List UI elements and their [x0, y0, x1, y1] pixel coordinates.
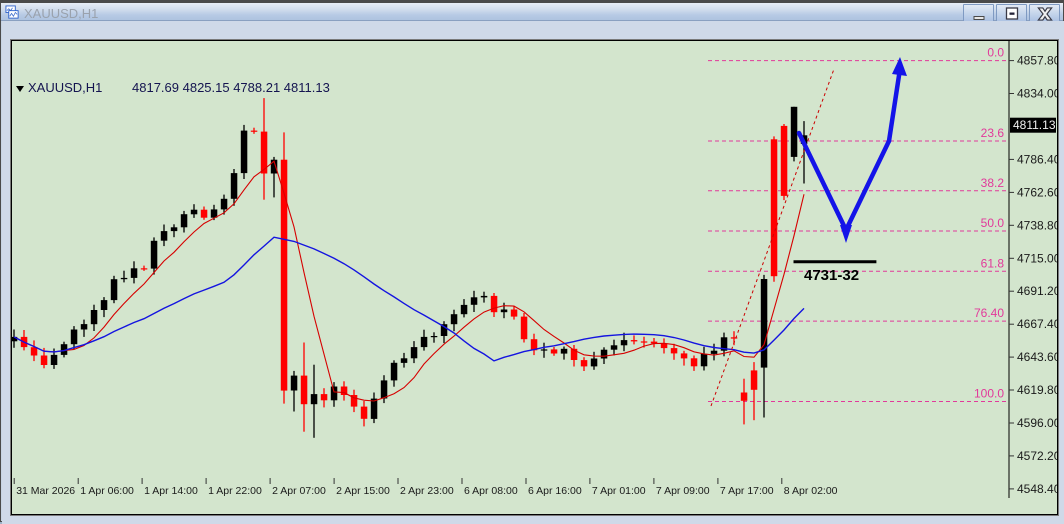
svg-text:38.2: 38.2	[981, 176, 1005, 190]
svg-text:7 Apr 09:00: 7 Apr 09:00	[656, 485, 710, 497]
svg-text:7 Apr 17:00: 7 Apr 17:00	[720, 485, 774, 497]
svg-text:2 Apr 07:00: 2 Apr 07:00	[272, 485, 326, 497]
svg-text:4817.69 4825.15 4788.21 4811.1: 4817.69 4825.15 4788.21 4811.13	[132, 80, 330, 95]
svg-text:4643.60: 4643.60	[1017, 350, 1058, 364]
svg-text:1 Apr 06:00: 1 Apr 06:00	[80, 485, 134, 497]
svg-text:0.0: 0.0	[987, 46, 1004, 60]
svg-text:4548.40: 4548.40	[1017, 482, 1058, 496]
svg-text:4731-32: 4731-32	[804, 267, 859, 284]
svg-text:2 Apr 15:00: 2 Apr 15:00	[336, 485, 390, 497]
svg-text:50.0: 50.0	[981, 216, 1005, 230]
svg-text:2 Apr 23:00: 2 Apr 23:00	[400, 485, 454, 497]
svg-text:XAUUSD,H1: XAUUSD,H1	[28, 80, 102, 95]
svg-text:4738.80: 4738.80	[1017, 218, 1058, 232]
svg-text:4762.60: 4762.60	[1017, 185, 1058, 199]
svg-text:4857.80: 4857.80	[1017, 54, 1058, 68]
svg-text:4572.20: 4572.20	[1017, 449, 1058, 463]
svg-text:76.40: 76.40	[974, 306, 1004, 320]
svg-text:4596.00: 4596.00	[1017, 416, 1058, 430]
svg-text:4834.00: 4834.00	[1017, 87, 1058, 101]
svg-text:4619.80: 4619.80	[1017, 383, 1058, 397]
svg-text:4667.40: 4667.40	[1017, 317, 1058, 331]
svg-text:8 Apr 02:00: 8 Apr 02:00	[784, 485, 838, 497]
svg-text:4786.40: 4786.40	[1017, 152, 1058, 166]
svg-text:4691.20: 4691.20	[1017, 284, 1058, 298]
svg-text:4715.00: 4715.00	[1017, 251, 1058, 265]
svg-text:4811.13: 4811.13	[1013, 118, 1056, 132]
svg-text:31 Mar 2026: 31 Mar 2026	[16, 485, 75, 497]
svg-text:7 Apr 01:00: 7 Apr 01:00	[592, 485, 646, 497]
svg-text:6 Apr 08:00: 6 Apr 08:00	[464, 485, 518, 497]
svg-text:23.6: 23.6	[981, 126, 1005, 140]
svg-text:1 Apr 14:00: 1 Apr 14:00	[144, 485, 198, 497]
svg-text:1 Apr 22:00: 1 Apr 22:00	[208, 485, 262, 497]
svg-text:100.0: 100.0	[974, 387, 1004, 401]
svg-text:61.8: 61.8	[981, 256, 1005, 270]
svg-text:6 Apr 16:00: 6 Apr 16:00	[528, 485, 582, 497]
